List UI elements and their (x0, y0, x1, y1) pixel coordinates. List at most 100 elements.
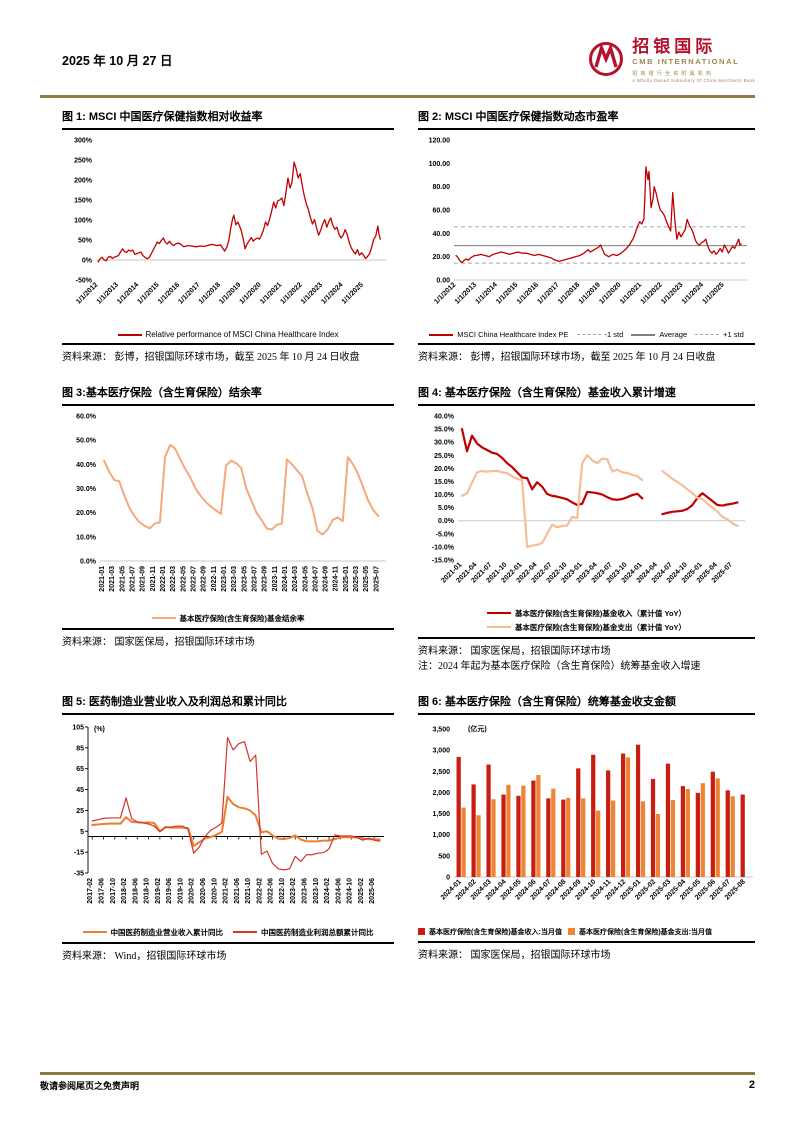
svg-text:2023-03: 2023-03 (231, 565, 238, 591)
svg-text:2019-06: 2019-06 (166, 877, 173, 903)
svg-text:2020-06: 2020-06 (200, 877, 207, 903)
svg-text:60.00: 60.00 (432, 208, 450, 215)
legend-swatch-square (418, 928, 425, 935)
svg-text:10.0%: 10.0% (76, 534, 97, 541)
svg-text:20.0%: 20.0% (434, 465, 455, 472)
figure-2-legend: MSCI China Healthcare Index PE -1 std Aver… (418, 330, 755, 339)
figure-2-title: 图 2: MSCI 中国医疗保健指数动态市盈率 (418, 108, 755, 130)
svg-text:2019-02: 2019-02 (155, 877, 162, 903)
source-text: 资料来源： 国家医保局，招银国际环球市场 (418, 949, 611, 961)
legend-label: 基本医疗保险(含生育保险)基金结余率 (179, 613, 305, 623)
legend-swatch-line (82, 931, 107, 933)
svg-text:100.00: 100.00 (429, 161, 451, 168)
svg-text:25.0%: 25.0% (434, 452, 455, 459)
svg-text:2023-07: 2023-07 (251, 565, 258, 591)
legend-item: -1 std (576, 330, 624, 339)
svg-text:-5.0%: -5.0% (436, 531, 455, 538)
svg-text:2025-01: 2025-01 (343, 565, 350, 591)
svg-text:2024-02: 2024-02 (324, 877, 331, 903)
brand-tagline-cn: 招商银行全资附属机构 (632, 70, 715, 77)
svg-text:2022-01: 2022-01 (160, 565, 167, 591)
legend-item: +1 std (695, 330, 744, 339)
svg-text:2023-09: 2023-09 (262, 565, 269, 591)
figure-4-title: 图 4: 基本医疗保险（含生育保险）基金收入累计增速 (418, 384, 755, 406)
svg-text:2021-02: 2021-02 (223, 877, 230, 903)
figure-1-legend: Relative performance of MSCI China Healt… (62, 330, 394, 339)
svg-text:2021-11: 2021-11 (150, 565, 157, 590)
svg-text:2020-10: 2020-10 (211, 877, 218, 903)
source-text: 资料来源： 国家医保局，招银国际环球市场 (62, 636, 255, 648)
legend-item: 中国医药制造业营业收入累计同比 (82, 927, 223, 938)
legend-label: 中国医药制造业利润总额累计同比 (261, 927, 374, 937)
figure-5-title: 图 5: 医药制造业营业收入及利润总和累计同比 (62, 693, 394, 715)
source-text: 资料来源： 彭博，招银国际环球市场，截至 2025 年 10 月 24 日收盘 (62, 352, 360, 363)
figure-6-legend: 基本医疗保险(含生育保险)基金收入:当月值 基本医疗保险(含生育保险)基金支出:当… (418, 927, 755, 937)
source-text: 资料来源： 彭博，招银国际环球市场，截至 2025 年 10 月 24 日收盘 (418, 352, 716, 363)
svg-text:0: 0 (446, 874, 450, 881)
svg-text:2022-02: 2022-02 (256, 877, 263, 903)
svg-text:20.0%: 20.0% (76, 510, 97, 517)
svg-text:-35: -35 (74, 870, 84, 877)
svg-text:2023-11: 2023-11 (272, 565, 279, 590)
svg-text:2019-10: 2019-10 (177, 877, 184, 903)
svg-text:15.0%: 15.0% (434, 478, 455, 485)
svg-text:2021-09: 2021-09 (140, 565, 147, 591)
svg-text:2018-06: 2018-06 (132, 877, 139, 903)
legend-item: MSCI China Healthcare Index PE (429, 330, 569, 339)
svg-text:25: 25 (76, 807, 84, 814)
svg-text:2024-05: 2024-05 (302, 565, 309, 591)
svg-text:5: 5 (80, 828, 84, 835)
svg-text:2024-01: 2024-01 (282, 565, 289, 591)
svg-text:2025-02: 2025-02 (358, 877, 365, 903)
svg-text:2023-05: 2023-05 (241, 565, 248, 591)
svg-text:2017-10: 2017-10 (110, 877, 117, 903)
svg-text:200%: 200% (74, 178, 93, 185)
legend-swatch-line (631, 333, 656, 336)
svg-text:80.00: 80.00 (432, 184, 450, 191)
svg-text:0.00: 0.00 (436, 278, 450, 285)
svg-text:2023-06: 2023-06 (301, 877, 308, 903)
legend-swatch-dashed (576, 334, 601, 335)
svg-text:2017-06: 2017-06 (99, 877, 106, 903)
figure-3-chart: 60.0%50.0%40.0%30.0%20.0%10.0%0.0%2021-0… (76, 413, 386, 591)
svg-text:40.00: 40.00 (432, 231, 450, 238)
footer-disclaimer: 敬请参阅尾页之免责声明 (40, 1080, 140, 1091)
svg-text:30.0%: 30.0% (434, 439, 455, 446)
svg-text:2,500: 2,500 (432, 768, 450, 775)
legend-label: -1 std (604, 330, 624, 339)
svg-text:-15: -15 (74, 849, 84, 856)
figures-grid: 图 1: MSCI 中国医疗保健指数相对收益率 300% 250% 200% 150%… (62, 108, 755, 964)
svg-text:2021-06: 2021-06 (234, 877, 241, 903)
svg-text:3,000: 3,000 (432, 747, 450, 754)
svg-text:120.00: 120.00 (429, 138, 451, 145)
brand-logo: 招银国际 CMB INTERNATIONAL 招商银行全资附属机构 A Whol… (586, 38, 755, 83)
svg-text:50%: 50% (78, 238, 93, 245)
page-footer: 敬请参阅尾页之免责声明 2 (40, 1072, 755, 1092)
svg-text:2022-11: 2022-11 (211, 565, 218, 590)
svg-text:2023-02: 2023-02 (290, 877, 297, 903)
svg-text:2021-05: 2021-05 (119, 565, 126, 591)
svg-text:2021-07: 2021-07 (130, 565, 137, 591)
svg-text:2018-10: 2018-10 (144, 877, 151, 903)
legend-item: 中国医药制造业利润总额累计同比 (233, 927, 374, 938)
legend-item: 基本医疗保险(含生育保险)基金支出（累计值 YoY） (486, 622, 687, 633)
legend-swatch-line (233, 931, 257, 933)
brand-name-cn: 招银国际 (632, 37, 717, 56)
svg-text:(%): (%) (94, 726, 105, 733)
svg-text:2025-05: 2025-05 (363, 565, 370, 591)
figure-5: 图 5: 医药制造业营业收入及利润总和累计同比 105 85 65 45 25 5 -15 -… (62, 693, 394, 965)
svg-text:2022-05: 2022-05 (180, 565, 187, 591)
svg-text:2,000: 2,000 (432, 789, 450, 796)
legend-label: 基本医疗保险(含生育保险)基金支出（累计值 YoY） (514, 622, 687, 632)
svg-text:50.0%: 50.0% (76, 437, 97, 444)
svg-text:2018-02: 2018-02 (121, 877, 128, 903)
svg-text:2021-03: 2021-03 (109, 565, 116, 591)
figure-3-source: 资料来源： 国家医保局，招银国际环球市场 (62, 627, 394, 651)
svg-text:-10.0%: -10.0% (432, 544, 455, 551)
brand-tagline-en: A Wholly Owned Subsidiary Of China Merch… (632, 77, 755, 83)
page-number: 2 (748, 1078, 755, 1091)
figure-4-chart: 40.0% 35.0% 30.0% 25.0% 20.0% 15.0% 10.0% 5.0% 0… (432, 413, 745, 584)
legend-label: Average (659, 330, 688, 339)
svg-text:10.0%: 10.0% (434, 492, 455, 499)
